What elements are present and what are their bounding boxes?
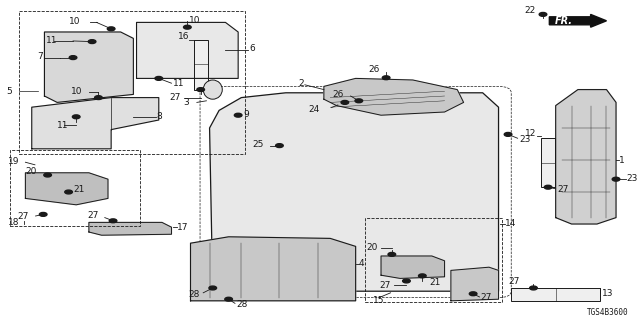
Circle shape [276, 144, 284, 148]
Text: 22: 22 [524, 6, 536, 15]
Circle shape [44, 173, 51, 177]
Text: 28: 28 [236, 300, 248, 309]
Text: 20: 20 [26, 167, 36, 176]
Text: 24: 24 [309, 105, 320, 114]
Text: 19: 19 [8, 157, 19, 166]
Circle shape [544, 185, 552, 189]
Text: 27: 27 [170, 93, 181, 102]
Text: FR.: FR. [554, 16, 572, 26]
Text: 4: 4 [359, 260, 364, 268]
Text: 26: 26 [369, 65, 380, 74]
Text: 21: 21 [73, 185, 84, 194]
Circle shape [108, 27, 115, 31]
Text: 2: 2 [298, 79, 303, 88]
Text: 21: 21 [429, 278, 441, 287]
Text: 11: 11 [57, 121, 68, 130]
Circle shape [72, 115, 80, 119]
Bar [541, 138, 555, 187]
Circle shape [184, 25, 191, 29]
Text: 23: 23 [627, 174, 638, 183]
Circle shape [109, 219, 117, 223]
Text: 5: 5 [6, 87, 12, 96]
Circle shape [234, 113, 242, 117]
Circle shape [209, 286, 216, 290]
Polygon shape [451, 267, 499, 301]
Polygon shape [209, 93, 499, 291]
Text: 17: 17 [177, 223, 188, 232]
Circle shape [65, 190, 72, 194]
Polygon shape [26, 173, 108, 205]
Polygon shape [44, 32, 133, 102]
Polygon shape [136, 22, 238, 78]
Bar [10, 150, 140, 226]
Circle shape [355, 99, 363, 103]
FancyArrow shape [549, 14, 607, 27]
Text: 25: 25 [252, 140, 264, 149]
Bar [194, 40, 207, 90]
Text: 14: 14 [505, 220, 516, 228]
Text: 27: 27 [508, 277, 520, 286]
Circle shape [382, 76, 390, 80]
Text: 13: 13 [602, 289, 614, 298]
Text: 10: 10 [68, 17, 80, 26]
Text: 18: 18 [8, 218, 19, 227]
Circle shape [197, 88, 205, 92]
Polygon shape [381, 256, 445, 278]
Text: 10: 10 [189, 16, 200, 25]
Circle shape [40, 212, 47, 216]
Text: 12: 12 [525, 129, 536, 138]
Text: 27: 27 [87, 212, 99, 220]
Circle shape [88, 40, 96, 44]
Text: 27: 27 [557, 185, 568, 194]
Circle shape [341, 100, 349, 104]
Bar [19, 11, 244, 154]
Circle shape [504, 132, 512, 136]
Text: 11: 11 [173, 79, 184, 88]
Text: 27: 27 [380, 281, 391, 290]
Bar [511, 288, 600, 301]
Circle shape [612, 177, 620, 181]
Text: 9: 9 [243, 110, 249, 119]
Text: 28: 28 [189, 290, 200, 299]
Text: 11: 11 [45, 36, 57, 45]
Text: 8: 8 [157, 112, 163, 121]
Circle shape [539, 12, 547, 16]
Polygon shape [89, 222, 172, 235]
Circle shape [95, 96, 102, 100]
Circle shape [69, 56, 77, 60]
Text: 1: 1 [619, 156, 625, 164]
Text: 23: 23 [520, 135, 531, 144]
Polygon shape [32, 98, 159, 149]
Circle shape [419, 274, 426, 278]
Polygon shape [191, 237, 356, 301]
Circle shape [225, 297, 232, 301]
Text: 3: 3 [184, 98, 189, 107]
Text: 27: 27 [18, 212, 29, 221]
Polygon shape [324, 78, 463, 115]
Text: 10: 10 [71, 87, 83, 96]
Text: 26: 26 [333, 90, 344, 99]
Circle shape [469, 292, 477, 296]
Circle shape [388, 252, 396, 256]
Circle shape [403, 279, 410, 283]
Circle shape [155, 76, 163, 80]
Polygon shape [556, 90, 616, 224]
Text: 6: 6 [249, 44, 255, 53]
Text: 20: 20 [367, 244, 378, 252]
Text: 16: 16 [178, 32, 189, 41]
Text: 27: 27 [481, 293, 492, 302]
Text: 15: 15 [373, 296, 385, 305]
Text: TGS4B3600: TGS4B3600 [587, 308, 628, 317]
Text: 7: 7 [37, 52, 43, 61]
Ellipse shape [204, 80, 222, 99]
Circle shape [530, 286, 537, 290]
Bar [365, 218, 502, 302]
